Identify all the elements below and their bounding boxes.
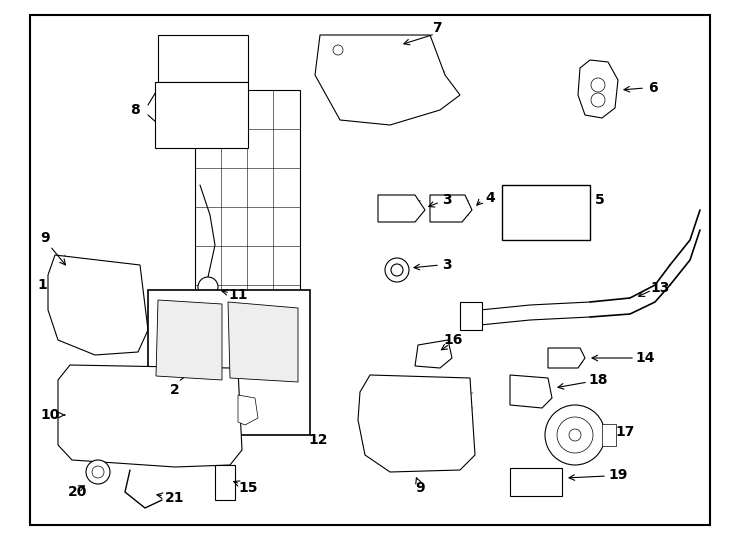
Circle shape [391,264,403,276]
Polygon shape [155,82,248,148]
Text: 13: 13 [650,281,669,295]
Text: 2: 2 [170,383,180,397]
Polygon shape [238,395,258,425]
Polygon shape [358,375,475,472]
Polygon shape [158,35,248,82]
Text: 5: 5 [595,193,605,207]
Text: 10: 10 [40,408,59,422]
Polygon shape [48,255,148,355]
Polygon shape [378,195,425,222]
Text: 3: 3 [442,258,452,272]
Text: 15: 15 [239,481,258,495]
Text: 19: 19 [608,468,628,482]
Text: 12: 12 [308,433,328,447]
Text: 6: 6 [648,81,658,95]
Bar [502,185,590,240]
Circle shape [86,460,110,484]
Polygon shape [510,375,552,408]
Text: 1: 1 [37,278,47,292]
Bar [148,290,310,435]
Polygon shape [156,300,222,380]
Polygon shape [548,348,585,368]
Polygon shape [58,365,242,467]
Circle shape [385,258,409,282]
Polygon shape [415,340,452,368]
Circle shape [545,405,605,465]
Circle shape [591,93,605,107]
Text: 8: 8 [130,103,140,117]
Text: 7: 7 [432,21,442,35]
Circle shape [198,277,218,297]
Circle shape [333,45,343,55]
Text: 16: 16 [443,333,462,347]
Text: 14: 14 [635,351,655,365]
Text: 3: 3 [442,193,452,207]
Text: 21: 21 [165,491,185,505]
Polygon shape [228,302,298,382]
Circle shape [591,78,605,92]
Circle shape [557,417,593,453]
Polygon shape [430,195,472,222]
Text: 20: 20 [68,485,87,499]
Polygon shape [315,35,460,125]
Text: 17: 17 [615,425,635,439]
Bar [602,424,616,446]
Polygon shape [578,60,618,118]
Circle shape [569,429,581,441]
Bar [460,302,482,330]
Bar [510,468,562,496]
Text: 18: 18 [588,373,608,387]
Bar [195,90,300,365]
Text: 9: 9 [415,481,425,495]
Text: 11: 11 [228,288,248,302]
Bar [215,465,235,500]
Text: 9: 9 [40,231,50,245]
Text: 4: 4 [485,191,495,205]
Circle shape [92,466,104,478]
